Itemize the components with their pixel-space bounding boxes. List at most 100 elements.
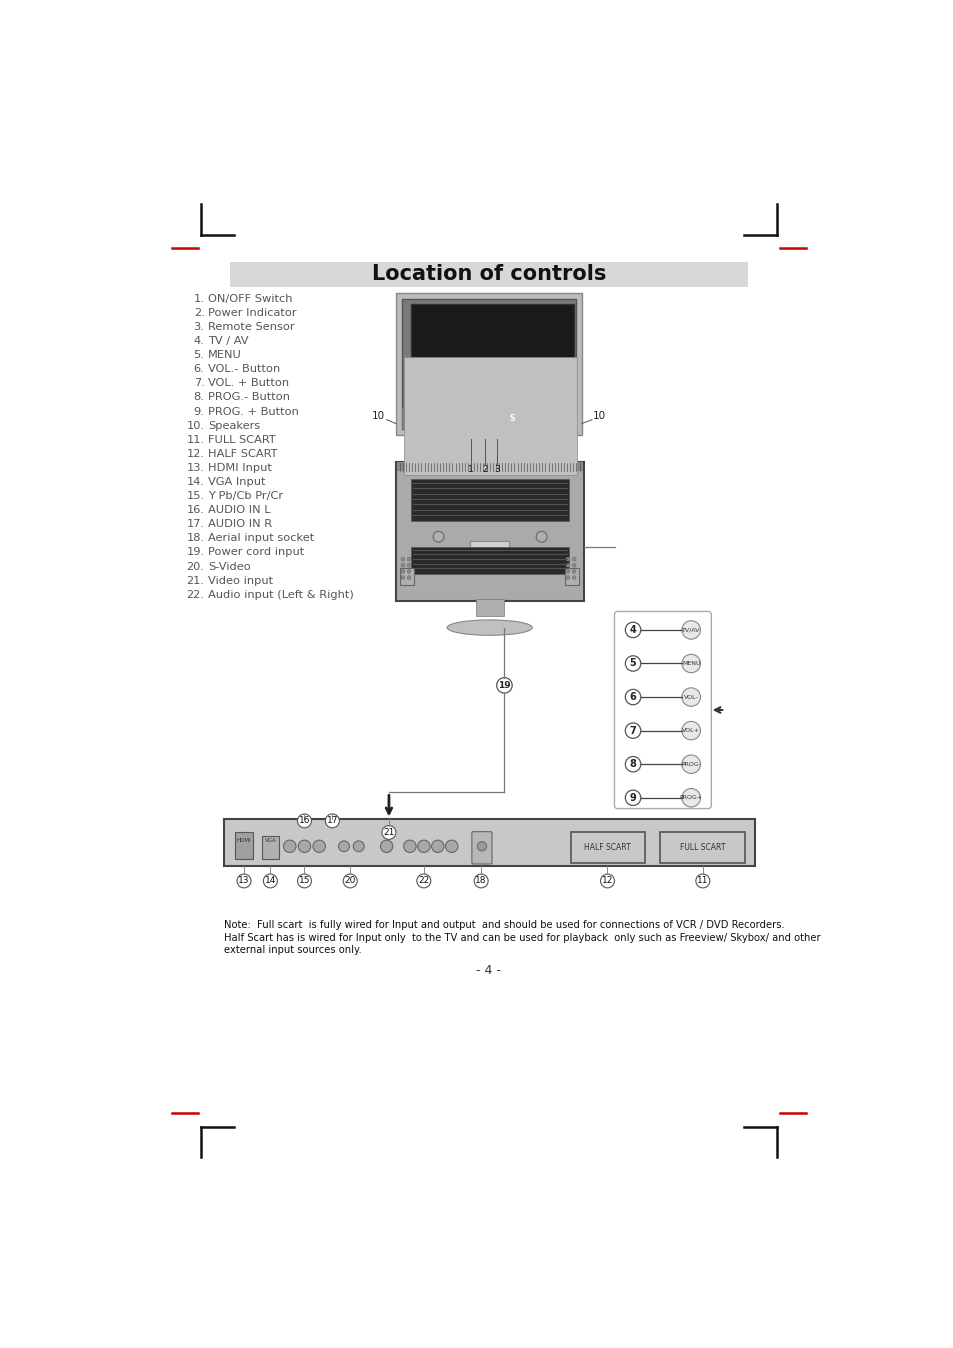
Text: 1: 1 bbox=[468, 465, 474, 474]
Text: 5.: 5. bbox=[193, 350, 204, 360]
Polygon shape bbox=[473, 435, 504, 449]
Text: VOL-: VOL- bbox=[683, 694, 698, 700]
Circle shape bbox=[624, 623, 640, 638]
Circle shape bbox=[572, 563, 576, 568]
Circle shape bbox=[416, 874, 431, 888]
Circle shape bbox=[572, 557, 576, 561]
Text: external input sources only.: external input sources only. bbox=[224, 945, 361, 954]
Circle shape bbox=[681, 755, 700, 774]
Text: 4: 4 bbox=[629, 625, 636, 635]
Text: 3.: 3. bbox=[193, 322, 204, 332]
Text: HDMI Input: HDMI Input bbox=[208, 462, 272, 473]
Text: 20.: 20. bbox=[186, 562, 204, 572]
Circle shape bbox=[565, 576, 569, 580]
Bar bbox=[476, 599, 503, 616]
Text: 21.: 21. bbox=[186, 576, 204, 585]
Text: 8: 8 bbox=[629, 759, 636, 770]
Text: 11.: 11. bbox=[186, 434, 204, 445]
Text: - 4 -: - 4 - bbox=[476, 964, 501, 977]
Circle shape bbox=[565, 569, 569, 573]
Text: 6.: 6. bbox=[193, 364, 204, 375]
Text: PROG.- Button: PROG.- Button bbox=[208, 392, 290, 403]
Text: 17: 17 bbox=[326, 817, 337, 825]
Text: VOL. + Button: VOL. + Button bbox=[208, 379, 289, 388]
Circle shape bbox=[624, 655, 640, 671]
Circle shape bbox=[681, 654, 700, 673]
Text: 7.: 7. bbox=[193, 379, 204, 388]
Text: 18.: 18. bbox=[186, 534, 204, 543]
Text: Video input: Video input bbox=[208, 576, 274, 585]
Circle shape bbox=[565, 563, 569, 568]
Bar bbox=[571, 833, 644, 863]
FancyBboxPatch shape bbox=[614, 612, 711, 809]
Circle shape bbox=[681, 721, 700, 740]
Text: PROG-: PROG- bbox=[680, 762, 700, 767]
Bar bbox=[402, 408, 575, 429]
FancyBboxPatch shape bbox=[472, 832, 492, 864]
Text: 22: 22 bbox=[417, 876, 429, 886]
Text: 15.: 15. bbox=[186, 491, 204, 501]
Bar bbox=[564, 569, 578, 585]
Circle shape bbox=[431, 840, 443, 852]
Circle shape bbox=[624, 756, 640, 772]
Text: 9: 9 bbox=[629, 793, 636, 803]
Text: VOL+: VOL+ bbox=[681, 728, 700, 733]
Text: 5: 5 bbox=[629, 658, 636, 669]
Text: VGA: VGA bbox=[264, 838, 276, 844]
Text: AUDIO IN R: AUDIO IN R bbox=[208, 519, 273, 530]
Circle shape bbox=[407, 569, 411, 573]
Circle shape bbox=[505, 411, 518, 425]
Circle shape bbox=[681, 789, 700, 807]
Circle shape bbox=[497, 678, 512, 693]
Text: Power Indicator: Power Indicator bbox=[208, 307, 296, 318]
Bar bbox=[659, 833, 744, 863]
Text: 3: 3 bbox=[494, 465, 499, 474]
Text: S-Video: S-Video bbox=[208, 562, 251, 572]
Circle shape bbox=[236, 874, 251, 888]
Text: Half Scart has is wired for Input only  to the TV and can be used for playback  : Half Scart has is wired for Input only t… bbox=[224, 933, 820, 942]
Text: 13.: 13. bbox=[186, 462, 204, 473]
Circle shape bbox=[400, 576, 404, 580]
Bar bbox=[230, 262, 747, 287]
Circle shape bbox=[464, 464, 476, 476]
Text: 21: 21 bbox=[383, 828, 395, 837]
Bar bbox=[399, 569, 414, 585]
Text: 16: 16 bbox=[298, 817, 310, 825]
Text: HDMI: HDMI bbox=[236, 838, 251, 844]
Circle shape bbox=[624, 790, 640, 806]
Circle shape bbox=[624, 689, 640, 705]
Text: ON/OFF Switch: ON/OFF Switch bbox=[208, 294, 293, 303]
Text: 14: 14 bbox=[264, 876, 275, 886]
Circle shape bbox=[297, 874, 311, 888]
Circle shape bbox=[298, 840, 311, 852]
Bar bbox=[224, 820, 754, 865]
Circle shape bbox=[476, 841, 486, 851]
Circle shape bbox=[572, 576, 576, 580]
Text: 18: 18 bbox=[475, 876, 486, 886]
Circle shape bbox=[380, 840, 393, 852]
Bar bbox=[411, 305, 574, 408]
Text: 20: 20 bbox=[344, 876, 355, 886]
Circle shape bbox=[313, 840, 325, 852]
Text: MENU: MENU bbox=[681, 661, 700, 666]
Circle shape bbox=[433, 531, 443, 542]
Bar bbox=[397, 462, 582, 472]
Circle shape bbox=[695, 874, 709, 888]
Circle shape bbox=[400, 569, 404, 573]
Circle shape bbox=[536, 531, 546, 542]
Text: TV/AV: TV/AV bbox=[681, 627, 700, 632]
Circle shape bbox=[353, 841, 364, 852]
Circle shape bbox=[343, 874, 356, 888]
Text: 11: 11 bbox=[697, 876, 708, 886]
Circle shape bbox=[572, 569, 576, 573]
Circle shape bbox=[417, 840, 430, 852]
Bar bbox=[403, 357, 576, 474]
Circle shape bbox=[403, 840, 416, 852]
Ellipse shape bbox=[450, 456, 527, 468]
Text: 4.: 4. bbox=[193, 336, 204, 346]
Text: 13: 13 bbox=[238, 876, 250, 886]
Text: HALF SCART: HALF SCART bbox=[583, 844, 630, 852]
Text: AUDIO IN L: AUDIO IN L bbox=[208, 506, 271, 515]
Text: 16.: 16. bbox=[186, 506, 204, 515]
Circle shape bbox=[400, 563, 404, 568]
